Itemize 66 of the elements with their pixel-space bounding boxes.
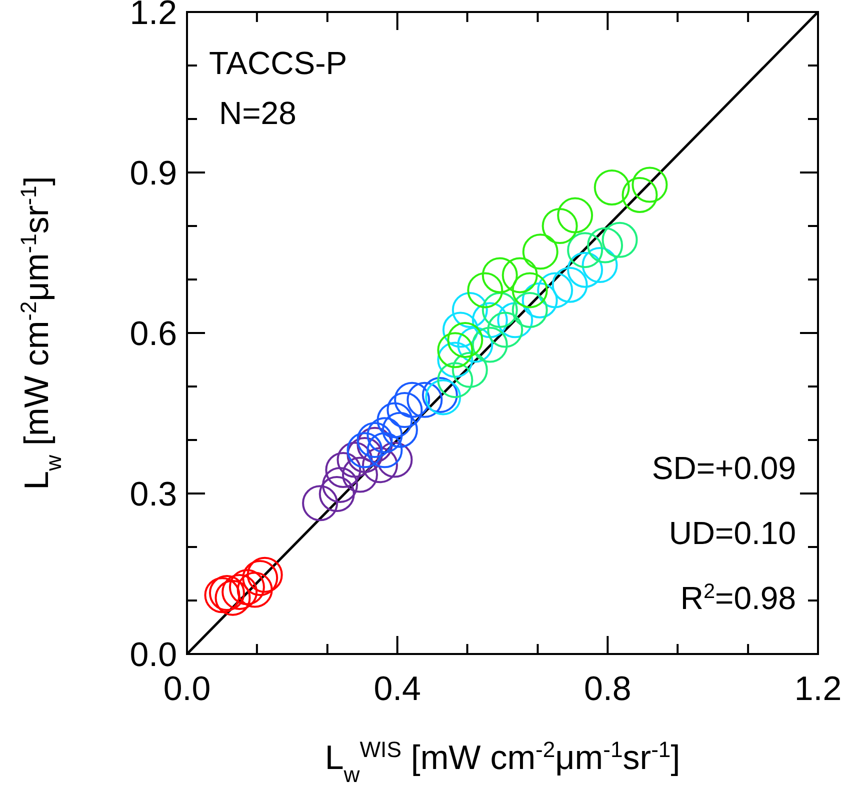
point <box>512 292 548 328</box>
x-tick-label: 0.4 <box>374 670 421 708</box>
point <box>537 272 574 308</box>
point <box>622 176 658 213</box>
y-tick-label: 0.9 <box>130 154 177 192</box>
point <box>452 292 488 328</box>
annotation: SD=+0.09 <box>652 450 796 486</box>
point <box>386 392 423 428</box>
point <box>376 402 413 438</box>
point <box>512 272 548 308</box>
point <box>457 326 494 363</box>
y-tick-label: 1.2 <box>130 0 177 32</box>
point <box>487 312 524 348</box>
point <box>567 252 604 288</box>
point <box>602 222 638 258</box>
text: L$_{w}$$^{WIS}$ [mW cm$^{-2}$μm$^{-1}$sr$^{-1}$] <box>324 736 680 786</box>
point <box>356 422 393 458</box>
point <box>366 417 403 454</box>
point <box>376 442 413 478</box>
x-tick-label: 1.2 <box>794 670 842 708</box>
point <box>222 574 258 610</box>
point <box>447 322 484 358</box>
point <box>557 197 594 234</box>
point <box>632 166 668 203</box>
point <box>522 234 558 270</box>
y-tick-label: 0.6 <box>130 314 177 353</box>
point <box>437 342 474 378</box>
x-tick-label: 0.8 <box>584 670 632 708</box>
point <box>362 447 398 484</box>
annotation: R$^{2}$=0.98 <box>680 580 796 616</box>
point <box>482 292 518 328</box>
point <box>587 227 624 264</box>
point <box>302 485 338 522</box>
annotation: TACCS-P <box>209 45 348 81</box>
annotation: UD=0.10 <box>668 515 796 551</box>
point <box>342 456 378 493</box>
point <box>452 352 488 388</box>
point <box>236 572 273 608</box>
point <box>442 312 478 348</box>
point <box>437 332 474 368</box>
point <box>214 580 251 616</box>
point <box>437 362 474 398</box>
point <box>322 466 358 503</box>
point <box>542 208 578 244</box>
point <box>406 382 443 418</box>
point <box>467 272 504 308</box>
point <box>522 282 558 318</box>
point <box>482 257 518 294</box>
point <box>567 232 604 268</box>
point <box>472 326 508 363</box>
point <box>497 302 534 338</box>
point <box>356 426 393 463</box>
point <box>594 169 630 206</box>
point <box>382 412 418 448</box>
point <box>582 247 618 284</box>
point <box>336 442 373 478</box>
point <box>394 382 430 418</box>
y-tick-label: 0.3 <box>130 475 177 514</box>
point <box>325 452 362 488</box>
point <box>318 476 355 512</box>
point <box>472 302 508 338</box>
point <box>502 257 538 294</box>
annotation: N=28 <box>219 95 296 131</box>
point <box>552 266 588 303</box>
point <box>366 432 403 468</box>
point <box>228 569 265 606</box>
